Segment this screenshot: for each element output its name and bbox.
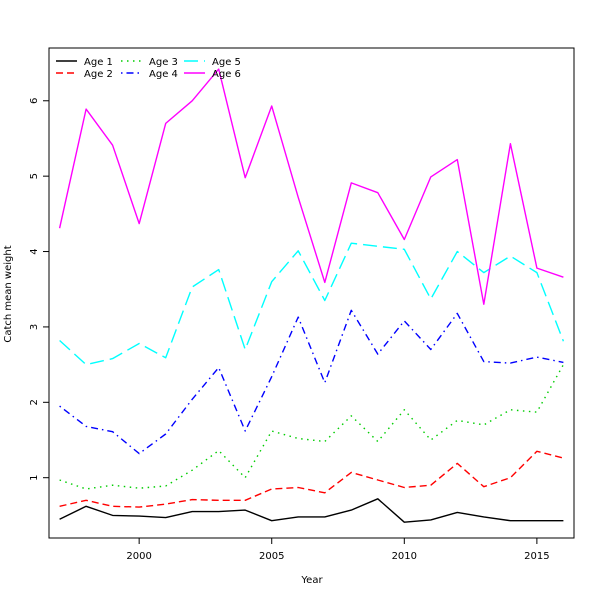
series-line-age-1 <box>59 498 564 523</box>
series-line-age-5 <box>59 242 565 366</box>
legend-label: Age 3 <box>149 57 178 68</box>
plot-frame <box>48 47 575 539</box>
x-axis-label: Year <box>300 575 323 586</box>
legend-label: Age 4 <box>149 69 178 80</box>
x-tick-label: 2005 <box>259 551 284 562</box>
legend-label: Age 2 <box>84 69 113 80</box>
y-tick-label: 3 <box>29 324 40 330</box>
legend-label: Age 1 <box>84 57 113 68</box>
legend-label: Age 6 <box>212 69 241 80</box>
y-tick-label: 1 <box>29 475 40 481</box>
x-tick-label: 2015 <box>524 551 549 562</box>
series-line-age-3 <box>59 364 565 490</box>
y-axis-label: Catch mean weight <box>3 245 14 342</box>
series-line-age-4 <box>59 309 564 455</box>
legend-label: Age 5 <box>212 57 241 68</box>
series-line-age-2 <box>59 450 564 508</box>
x-tick-label: 2000 <box>126 551 151 562</box>
x-tick-label: 2010 <box>392 551 417 562</box>
y-tick-label: 5 <box>29 173 40 179</box>
y-tick-label: 2 <box>29 399 40 405</box>
y-tick-label: 4 <box>29 248 40 254</box>
y-tick-label: 6 <box>29 98 40 104</box>
series-line-age-6 <box>58 68 564 305</box>
